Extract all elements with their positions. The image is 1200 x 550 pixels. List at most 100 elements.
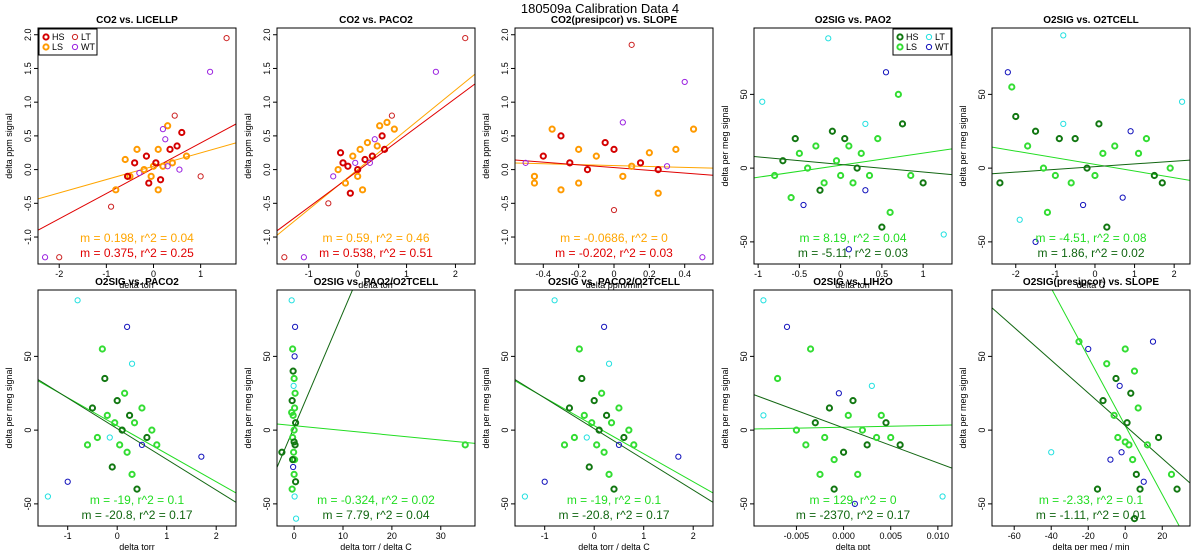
y-tick-label: 50 [977, 351, 987, 361]
x-tick-label: -0.2 [571, 269, 587, 279]
y-tick-label: 2.0 [500, 28, 510, 41]
legend-marker [925, 43, 933, 51]
x-tick-label: 0 [115, 531, 120, 541]
data-point [1110, 411, 1118, 419]
data-points [1048, 338, 1181, 523]
data-point [675, 453, 682, 460]
y-tick-label: -50 [977, 235, 987, 248]
data-point [354, 172, 362, 180]
data-point [845, 142, 853, 150]
data-point [124, 323, 131, 330]
data-point [792, 426, 801, 434]
panel-title: CO2 vs. LICELLP [96, 15, 178, 26]
x-axis-label: delta per meg / min [1052, 542, 1129, 550]
data-point [565, 404, 574, 412]
plot-frame [276, 27, 476, 265]
data-point [1075, 338, 1083, 346]
data-point [1091, 171, 1099, 180]
data-point [575, 345, 583, 353]
data-point [844, 411, 852, 419]
y-axis-label: delta ppm signal [481, 113, 491, 179]
data-point [570, 433, 579, 442]
x-tick-label: -60 [1008, 531, 1021, 541]
data-point [206, 68, 214, 75]
data-point [610, 206, 618, 214]
data-point [330, 173, 337, 180]
data-point [140, 166, 148, 174]
y-tick-label: -50 [23, 497, 33, 510]
data-point [145, 179, 153, 187]
regression-lines [754, 394, 952, 469]
regression-lines [515, 379, 713, 503]
data-point [164, 163, 171, 170]
data-point [595, 426, 603, 434]
legend-label: LS [52, 42, 63, 52]
plot-frame [753, 27, 953, 265]
x-tick-label: -2 [1012, 269, 1020, 279]
regression-stat-1: m = 0.59, r^2 = 0.46 [322, 231, 429, 245]
data-point [143, 433, 151, 442]
data-point [601, 139, 609, 147]
chart-panel-4: O2SIG vs. PAO2 -1 -0.5 0 0.5 1 -50 0 50 delta tor… [720, 15, 953, 290]
x-tick-label: 30 [436, 531, 446, 541]
data-point [1119, 194, 1126, 201]
data-point [291, 353, 298, 360]
data-point [1051, 171, 1059, 180]
data-point [101, 374, 109, 383]
plot-frame [37, 27, 237, 265]
y-tick-label: 1.0 [262, 96, 272, 109]
data-point [615, 441, 623, 448]
data-point [787, 194, 795, 202]
data-point [378, 132, 386, 140]
legend-label: HS [906, 32, 919, 42]
data-point [88, 404, 97, 412]
data-point [771, 171, 779, 180]
data-point [898, 120, 907, 128]
plot-frame [991, 27, 1191, 265]
regression-lines [515, 159, 713, 176]
x-axis-label: delta ppm/min [586, 280, 643, 290]
x-tick-label: 20 [387, 531, 397, 541]
data-point [1127, 128, 1134, 135]
data-point [288, 485, 296, 493]
data-point [887, 433, 895, 442]
x-tick-label: -1 [102, 269, 110, 279]
data-point [1043, 208, 1052, 216]
panel-grid: CO2 vs. LICELLP -2 -1 0 1 -1.0 -0.5 0.0 0.5 1.0 1.… [4, 15, 1191, 550]
data-point [289, 367, 297, 375]
regression-lines [992, 146, 1190, 181]
data-point [605, 360, 613, 367]
data-point [1143, 441, 1152, 449]
x-tick-label: 1 [404, 269, 409, 279]
regression-stat-1: m = 129, r^2 = 0 [809, 493, 896, 507]
regression-line-2 [754, 394, 952, 469]
legend-label: LT [935, 32, 945, 42]
data-point [557, 186, 565, 194]
y-tick-label: 0 [739, 166, 749, 171]
data-point [1130, 367, 1139, 375]
data-point [291, 389, 299, 397]
data-point [373, 142, 381, 150]
regression-stat-2: m = -20.8, r^2 = 0.17 [81, 508, 192, 522]
data-point [147, 172, 155, 180]
y-tick-label: 0 [977, 428, 987, 433]
data-point [346, 189, 354, 197]
x-tick-label: 1 [198, 269, 203, 279]
data-point [619, 172, 627, 180]
x-tick-label: -0.005 [784, 531, 810, 541]
regression-lines [992, 290, 1190, 526]
data-point [521, 493, 529, 500]
regression-line-1 [754, 148, 952, 179]
data-point [760, 412, 767, 419]
x-tick-label: 20 [1157, 531, 1167, 541]
data-point [760, 297, 767, 304]
x-tick-label: 0 [592, 531, 597, 541]
data-point [1099, 149, 1107, 157]
y-tick-label: -50 [739, 497, 749, 510]
data-point [173, 142, 181, 150]
y-tick-label: 0 [977, 166, 987, 171]
legend-label: LT [81, 32, 91, 42]
chart-panel-2: CO2 vs. PACO2 -1 0 1 2 -1.0 -0.5 0.0 0.5 1.0 1.5 2.… [243, 15, 476, 290]
data-point [461, 441, 469, 449]
data-point [182, 152, 191, 160]
